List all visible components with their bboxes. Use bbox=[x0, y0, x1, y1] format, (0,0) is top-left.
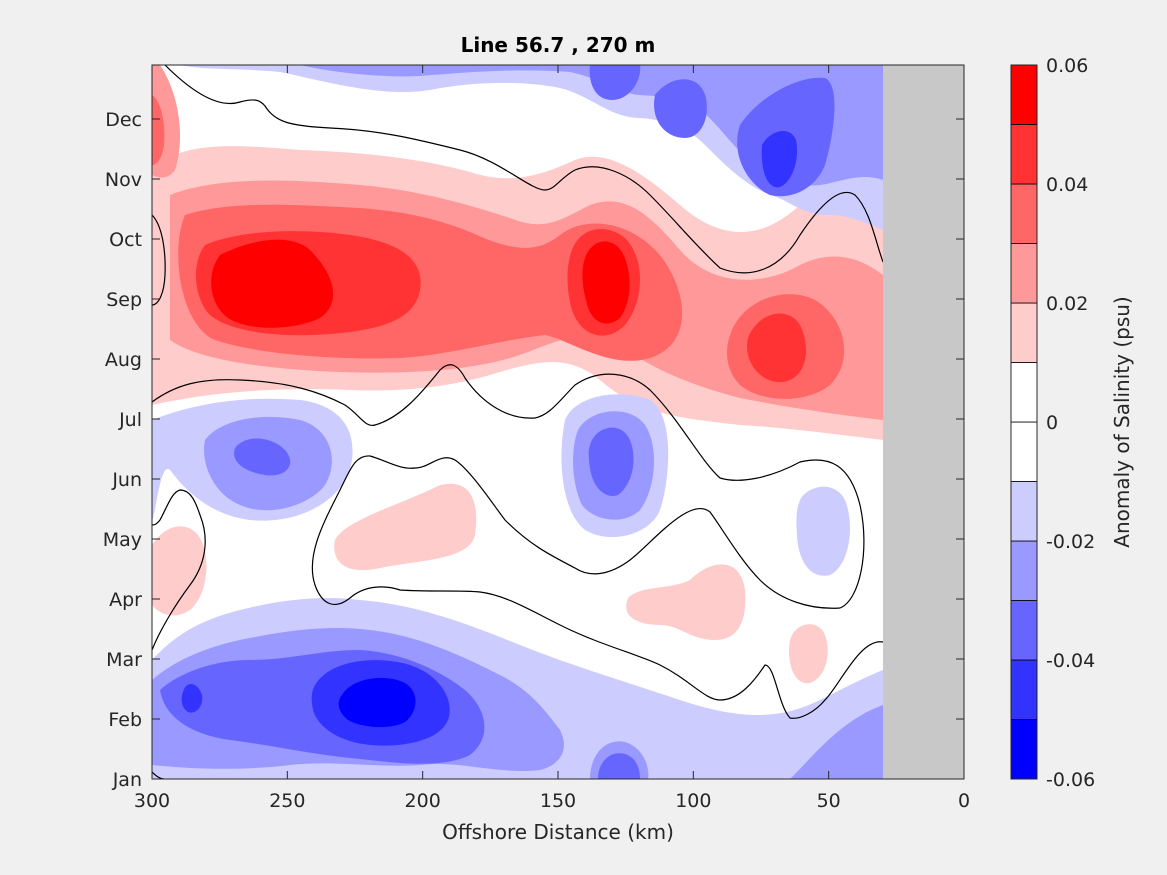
y-axis: Jan Feb Mar Apr May Jun Jul Aug Sep Oct Nov Dec bbox=[103, 109, 964, 791]
zero-contours bbox=[152, 65, 883, 779]
chart-title: Line 56.7 , 270 m bbox=[461, 33, 656, 57]
contour-fill-red-11 bbox=[152, 95, 165, 165]
contour-fill-blue-18 bbox=[338, 677, 416, 728]
colorbar-tick-label: 0.04 bbox=[1046, 174, 1088, 196]
colorbar-segment bbox=[1010, 421, 1038, 482]
y-tick-label-jun: Jun bbox=[111, 469, 142, 491]
colorbar-segment bbox=[1010, 540, 1038, 601]
no-data-region bbox=[883, 65, 964, 779]
colorbar-segment bbox=[1010, 659, 1038, 720]
contour-fill-red-13 bbox=[334, 483, 477, 571]
y-tick-label-feb: Feb bbox=[108, 709, 142, 731]
contour-fill-blue-19 bbox=[181, 684, 203, 713]
colorbar-segment bbox=[1010, 719, 1038, 780]
colorbar-label: Anomaly of Salinity (psu) bbox=[1110, 296, 1134, 547]
zero-contour-line-4 bbox=[152, 489, 206, 651]
zero-contour-line-1 bbox=[164, 65, 883, 274]
y-tick-label-jul: Jul bbox=[118, 409, 142, 431]
colorbar-tick-label: 0.02 bbox=[1046, 293, 1088, 315]
colorbar-tick-label: 0.06 bbox=[1046, 55, 1088, 77]
contour-fill-blue-13 bbox=[796, 486, 850, 576]
colorbar-frame bbox=[1010, 64, 1038, 780]
contour-fill-blue-4 bbox=[761, 130, 798, 188]
colorbar-segment bbox=[1010, 243, 1038, 304]
contour-fill-blue-21 bbox=[598, 753, 640, 779]
x-tick-label: 250 bbox=[269, 790, 305, 812]
colorbar-segment bbox=[1010, 64, 1038, 125]
y-tick-label-nov: Nov bbox=[105, 169, 142, 191]
plot-area bbox=[151, 64, 965, 780]
colorbar-segment bbox=[1010, 302, 1038, 363]
x-tick-label: 100 bbox=[675, 790, 711, 812]
y-tick-label-mar: Mar bbox=[106, 649, 142, 671]
y-tick-label-aug: Aug bbox=[105, 349, 142, 371]
y-tick-label-apr: Apr bbox=[109, 589, 142, 611]
y-tick-label-sep: Sep bbox=[106, 289, 142, 311]
y-tick-label-jan: Jan bbox=[112, 769, 142, 791]
contour-fill-red-12 bbox=[152, 526, 207, 616]
contour-fill-red-5 bbox=[211, 239, 334, 328]
x-tick-label: 0 bbox=[958, 790, 970, 812]
colorbar-tick-label: -0.02 bbox=[1046, 531, 1095, 553]
contour-fill-red-15 bbox=[789, 624, 828, 684]
contour-fill-blue-22 bbox=[790, 705, 883, 779]
x-axis: 300 250 200 150 100 50 0 bbox=[134, 65, 970, 812]
y-tick-label-oct: Oct bbox=[109, 229, 142, 251]
contour-fill-red-7 bbox=[582, 241, 630, 324]
colorbar: -0.06 -0.04 -0.02 0 0.02 0.04 0.06 bbox=[1010, 55, 1095, 791]
zero-contour-line-2 bbox=[152, 364, 883, 719]
y-tick-label-may: May bbox=[103, 529, 142, 551]
colorbar-segment bbox=[1010, 481, 1038, 542]
x-tick-label: 300 bbox=[134, 790, 170, 812]
colorbar-tick-label: -0.04 bbox=[1046, 650, 1095, 672]
contour-fill-blue-5 bbox=[654, 79, 707, 138]
colorbar-segment bbox=[1010, 124, 1038, 185]
contour-fill-blue-6 bbox=[589, 65, 641, 100]
colorbar-tick-label: 0 bbox=[1046, 412, 1058, 434]
contour-fill-blue-9 bbox=[234, 438, 291, 476]
colorbar-segment bbox=[1010, 362, 1038, 423]
y-tick-label-dec: Dec bbox=[105, 109, 142, 131]
contour-fields bbox=[152, 65, 883, 779]
contour-fill-red-14 bbox=[626, 564, 746, 640]
contour-fill-red-9 bbox=[747, 313, 806, 383]
colorbar-segment bbox=[1010, 183, 1038, 244]
zero-contour-line-3 bbox=[152, 214, 166, 306]
colorbar-segment bbox=[1010, 600, 1038, 661]
colorbar-tick-label: -0.06 bbox=[1046, 769, 1095, 791]
x-tick-label: 200 bbox=[405, 790, 441, 812]
contour-fill-blue-2 bbox=[300, 65, 883, 186]
x-axis-label: Offshore Distance (km) bbox=[442, 820, 674, 844]
contour-fill-blue-12 bbox=[588, 427, 634, 496]
x-tick-label: 150 bbox=[540, 790, 576, 812]
x-tick-label: 50 bbox=[817, 790, 841, 812]
